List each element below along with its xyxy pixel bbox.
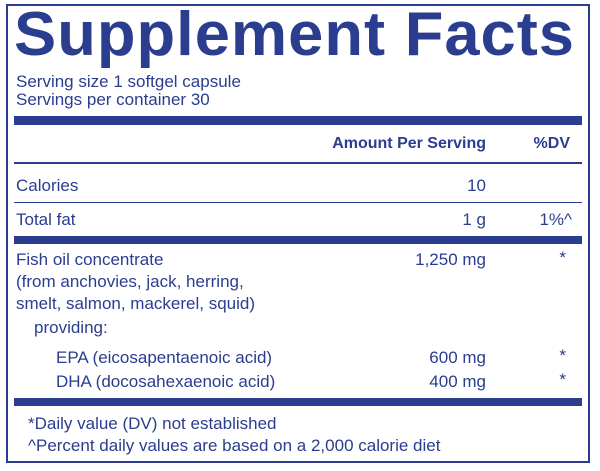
footnote-dv: *Daily value (DV) not established (28, 414, 277, 433)
calories-amount: 10 (467, 176, 486, 195)
amount-per-serving-header: Amount Per Serving (332, 135, 486, 152)
dv-header: %DV (533, 135, 570, 152)
servings-per-container: Servings per container 30 (16, 90, 210, 109)
row-divider (14, 202, 582, 203)
dha-amount: 400 mg (429, 372, 486, 391)
thick-divider-bottom (14, 398, 582, 406)
supplement-facts-panel (6, 4, 590, 463)
dha-dv: * (559, 370, 566, 389)
footnote-percent: ^Percent daily values are based on a 2,0… (28, 436, 441, 455)
thick-divider-middle (14, 236, 582, 244)
total-fat-amount: 1 g (462, 210, 486, 229)
fish-oil-amount: 1,250 mg (415, 250, 486, 269)
thick-divider-top (14, 116, 582, 125)
fish-oil-source-line: smelt, salmon, mackerel, squid) (16, 294, 256, 313)
header-divider (14, 162, 582, 164)
fish-oil-source-line: (from anchovies, jack, herring, (16, 272, 244, 291)
serving-size: Serving size 1 softgel capsule (16, 72, 241, 91)
epa-amount: 600 mg (429, 348, 486, 367)
epa-label: EPA (eicosapentaenoic acid) (56, 348, 273, 367)
providing-label: providing: (34, 318, 108, 337)
label-title: Supplement Facts (14, 0, 575, 69)
total-fat-label: Total fat (16, 210, 76, 229)
calories-label: Calories (16, 176, 79, 195)
total-fat-dv: 1%^ (539, 210, 572, 229)
epa-dv: * (559, 346, 566, 365)
fish-oil-label: Fish oil concentrate (16, 250, 164, 269)
dha-label: DHA (docosahexaenoic acid) (56, 372, 276, 391)
fish-oil-dv: * (559, 248, 566, 267)
